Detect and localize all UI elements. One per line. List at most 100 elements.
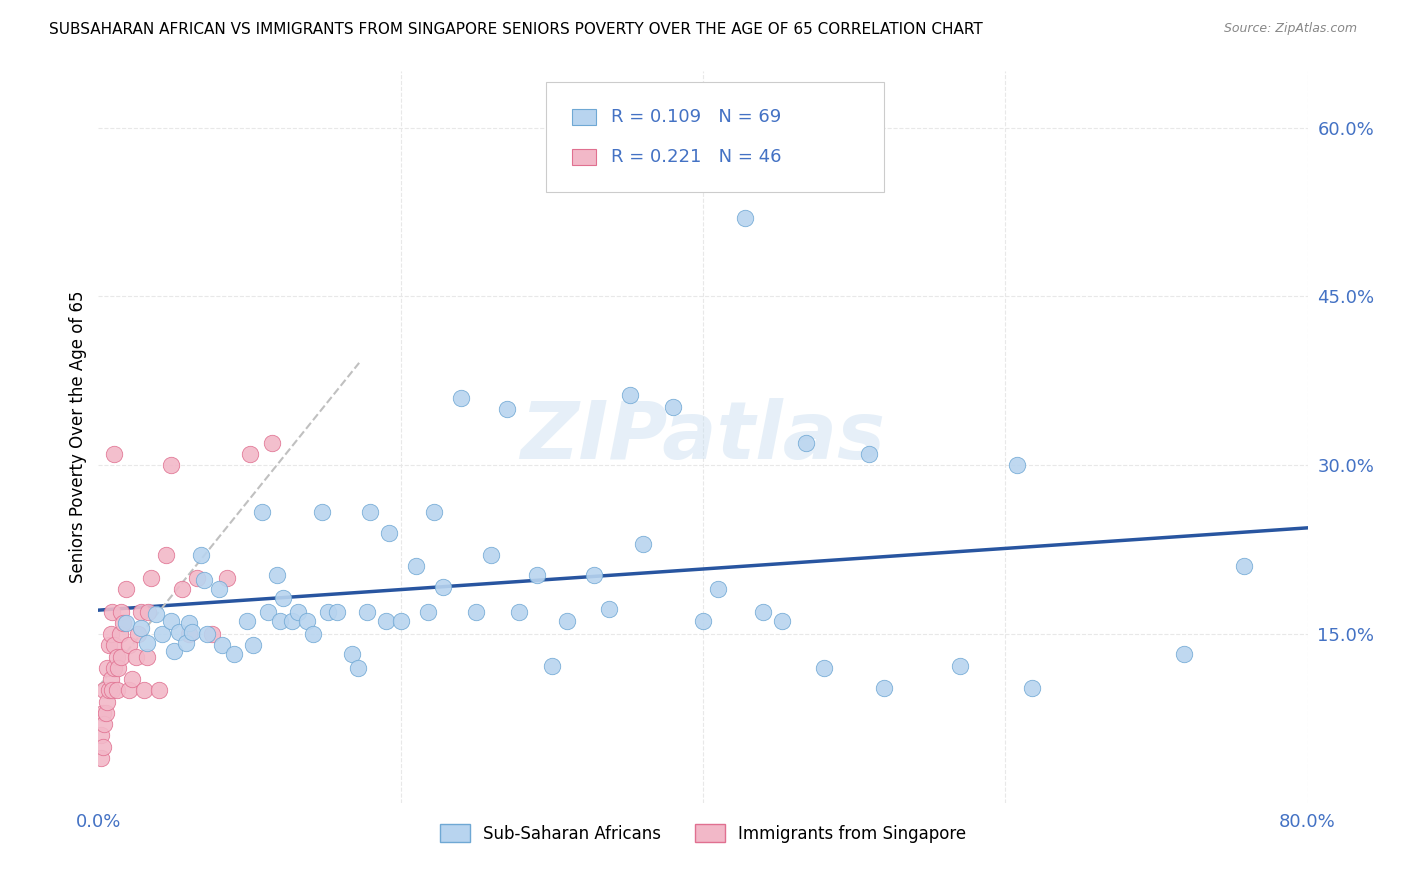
FancyBboxPatch shape xyxy=(572,149,596,165)
Point xyxy=(377,525,399,540)
Point xyxy=(526,568,548,582)
Point xyxy=(211,638,233,652)
Point xyxy=(583,568,606,582)
Point xyxy=(114,615,136,630)
Point xyxy=(281,614,304,628)
Point xyxy=(118,638,141,652)
Point xyxy=(118,683,141,698)
Point xyxy=(316,605,339,619)
Point xyxy=(873,681,896,695)
Point xyxy=(108,627,131,641)
Point xyxy=(692,614,714,628)
Point xyxy=(121,672,143,686)
Point xyxy=(155,548,177,562)
Point xyxy=(661,400,683,414)
Point xyxy=(193,573,215,587)
Point xyxy=(160,614,183,628)
Point xyxy=(432,580,454,594)
Point xyxy=(111,615,134,630)
Point xyxy=(135,636,157,650)
Point xyxy=(287,605,309,619)
Point xyxy=(107,661,129,675)
Point xyxy=(356,605,378,619)
Point xyxy=(598,602,620,616)
Point xyxy=(186,571,208,585)
Point xyxy=(170,582,193,596)
Point xyxy=(96,694,118,708)
Point xyxy=(103,447,125,461)
Point xyxy=(250,506,273,520)
Point xyxy=(342,647,364,661)
Point xyxy=(93,717,115,731)
Point xyxy=(98,683,121,698)
Point xyxy=(125,649,148,664)
Y-axis label: Seniors Poverty Over the Age of 65: Seniors Poverty Over the Age of 65 xyxy=(69,291,87,583)
Point xyxy=(90,728,112,742)
Point xyxy=(239,447,262,461)
Point xyxy=(110,605,132,619)
Point xyxy=(160,458,183,473)
Point xyxy=(266,568,288,582)
Point xyxy=(103,638,125,652)
Point xyxy=(148,683,170,698)
Text: R = 0.221   N = 46: R = 0.221 N = 46 xyxy=(610,148,782,166)
Point xyxy=(163,644,186,658)
Point xyxy=(105,683,128,698)
Point xyxy=(224,647,246,661)
Point xyxy=(96,661,118,675)
Point xyxy=(101,605,124,619)
Point xyxy=(1173,647,1195,661)
Point xyxy=(135,649,157,664)
Point xyxy=(179,627,201,641)
Point xyxy=(360,506,382,520)
Point xyxy=(129,605,152,619)
Point xyxy=(326,605,349,619)
Point xyxy=(167,624,190,639)
Point xyxy=(208,582,231,596)
Point xyxy=(1233,559,1256,574)
Point xyxy=(215,571,238,585)
Point xyxy=(90,751,112,765)
Text: R = 0.109   N = 69: R = 0.109 N = 69 xyxy=(610,109,782,127)
Point xyxy=(235,614,257,628)
Legend: Sub-Saharan Africans, Immigrants from Singapore: Sub-Saharan Africans, Immigrants from Si… xyxy=(433,818,973,849)
Point xyxy=(858,447,880,461)
Point xyxy=(508,605,530,619)
Point xyxy=(495,401,517,416)
Point xyxy=(94,706,117,720)
Point xyxy=(481,548,503,562)
Point xyxy=(389,614,412,628)
Text: ZIPatlas: ZIPatlas xyxy=(520,398,886,476)
Point xyxy=(374,614,396,628)
Point xyxy=(423,506,446,520)
Point xyxy=(98,638,121,652)
Point xyxy=(1021,681,1043,695)
Point xyxy=(734,211,756,225)
Point xyxy=(949,658,972,673)
Point xyxy=(262,435,284,450)
Point xyxy=(195,627,218,641)
Point xyxy=(181,624,204,639)
Point xyxy=(105,649,128,664)
Point xyxy=(179,615,201,630)
Point xyxy=(100,672,122,686)
Point xyxy=(201,627,224,641)
Point xyxy=(145,607,167,621)
Point xyxy=(271,591,294,605)
Point xyxy=(631,537,654,551)
Point xyxy=(91,706,114,720)
Point xyxy=(269,614,291,628)
Point xyxy=(256,605,278,619)
Point xyxy=(405,559,427,574)
Point xyxy=(465,605,488,619)
Point xyxy=(295,614,318,628)
Point xyxy=(129,621,152,635)
Point xyxy=(555,614,578,628)
Point xyxy=(619,388,641,402)
Point xyxy=(1007,458,1029,473)
Point xyxy=(91,739,114,754)
Text: SUBSAHARAN AFRICAN VS IMMIGRANTS FROM SINGAPORE SENIORS POVERTY OVER THE AGE OF : SUBSAHARAN AFRICAN VS IMMIGRANTS FROM SI… xyxy=(49,22,983,37)
Point xyxy=(416,605,439,619)
Point xyxy=(707,582,730,596)
Point xyxy=(242,638,264,652)
